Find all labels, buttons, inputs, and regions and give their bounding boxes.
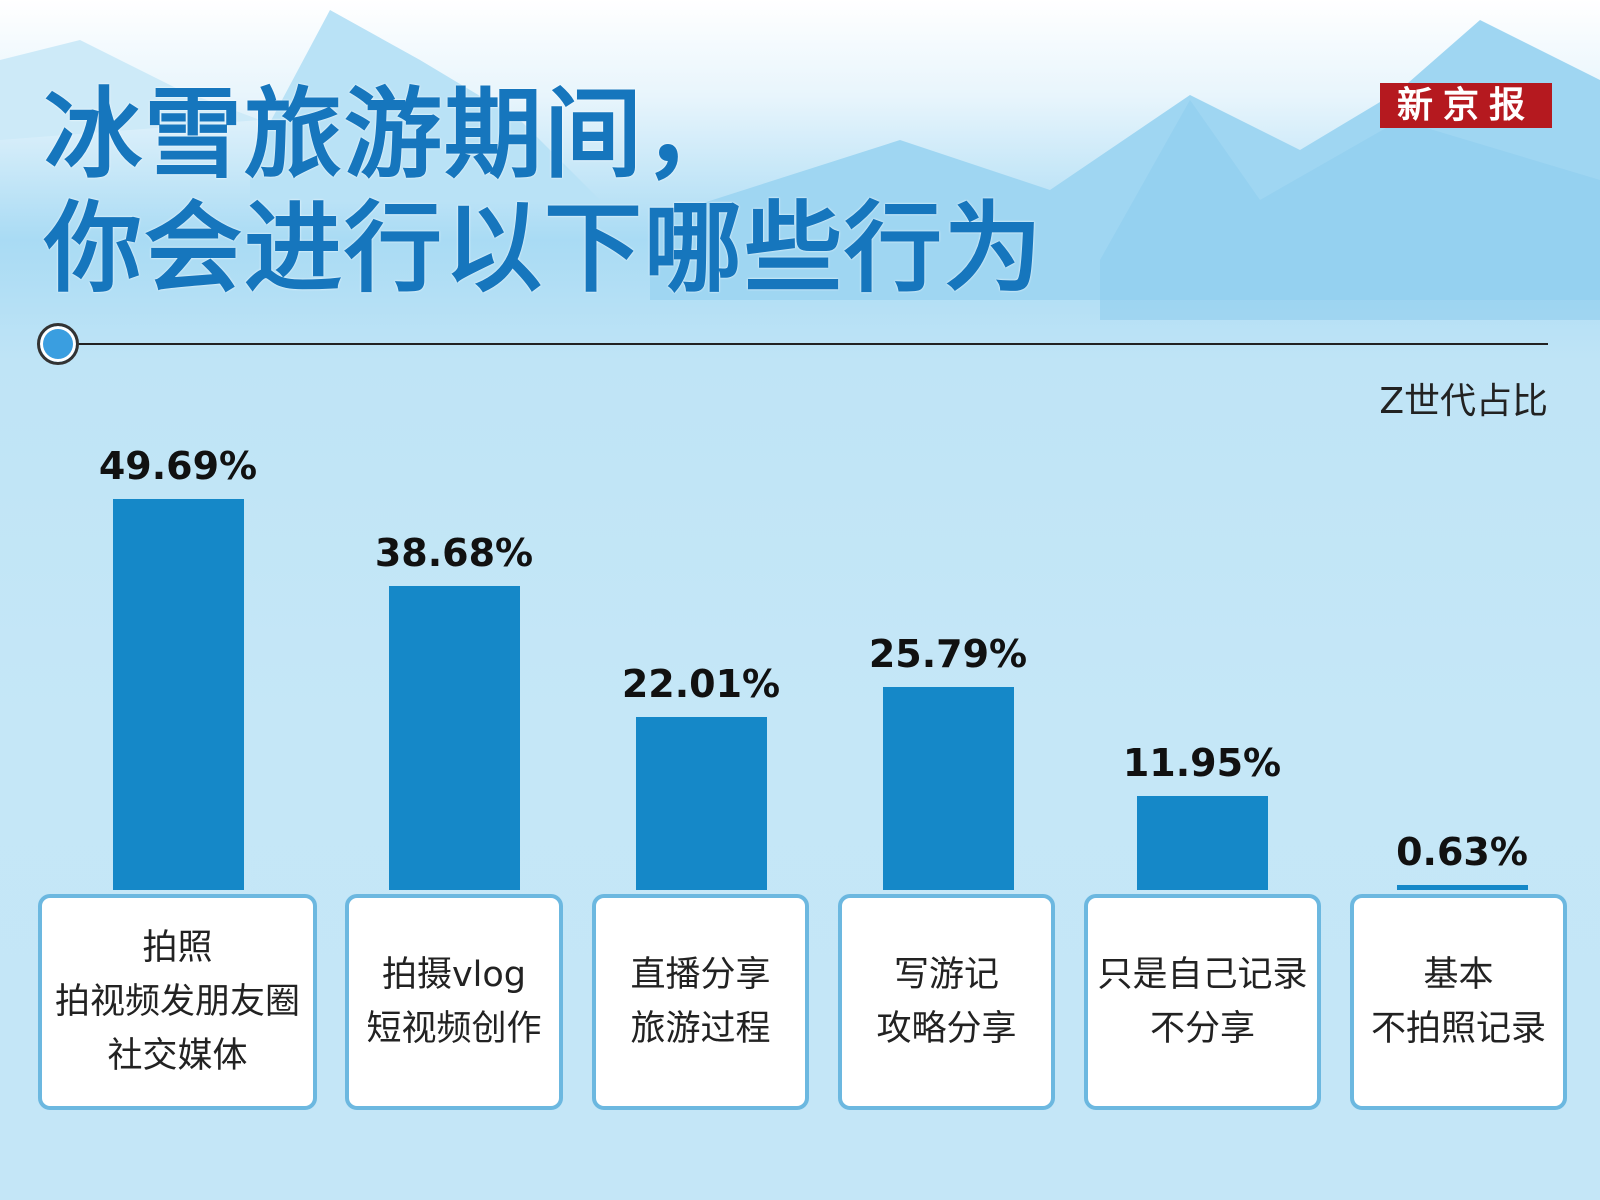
bar: [1136, 795, 1268, 890]
category-label-line: 只是自己记录: [1097, 955, 1308, 995]
data-label: 11.95%: [1122, 740, 1282, 785]
title-line-2: 你会进行以下哪些行为: [44, 192, 1045, 306]
title-line-1: 冰雪旅游期间，: [44, 78, 745, 192]
bar: [112, 498, 244, 890]
category-label-line: 不拍照记录: [1370, 1009, 1546, 1049]
category-label-box: 直播分享 旅游过程: [592, 894, 809, 1110]
data-label: 38.68%: [374, 530, 534, 575]
category-label-line: 拍摄vlog: [381, 955, 527, 995]
legend-label: Z世代占比: [1379, 381, 1548, 422]
bar: [1396, 885, 1528, 890]
category-label-line: 写游记: [893, 955, 999, 995]
data-label: 25.79%: [868, 632, 1028, 677]
category-label-line: 社交媒体: [107, 1036, 248, 1076]
bar: [388, 585, 520, 890]
mountain-background: [0, 10, 1600, 320]
category-label-box: 拍照拍视频发朋友圈 社交媒体: [38, 894, 317, 1110]
category-label-line: 基本: [1423, 955, 1494, 995]
category-label-box: 拍摄vlog 短视频创作: [345, 894, 563, 1110]
category-label-line: 拍视频发朋友圈: [54, 982, 300, 1022]
xinjingbao-logo: 新京报: [1380, 83, 1552, 128]
bullet-dot-icon: [37, 323, 79, 365]
data-label: 22.01%: [621, 661, 781, 706]
category-label-line: 攻略分享: [876, 1009, 1017, 1049]
category-label-box: 基本 不拍照记录: [1350, 894, 1567, 1110]
category-label-line: 不分享: [1149, 1009, 1255, 1049]
category-label-line: 旅游过程: [630, 1009, 771, 1049]
category-label-line: 短视频创作: [366, 1009, 542, 1049]
bar: [882, 687, 1014, 890]
data-label: 0.63%: [1396, 830, 1528, 874]
data-label: 49.69%: [98, 443, 258, 488]
bar: [635, 716, 767, 890]
category-label-box: 写游记 攻略分享: [838, 894, 1055, 1110]
category-label-line: 拍照: [142, 928, 213, 968]
category-label-box: 只是自己记录 不分享: [1084, 894, 1321, 1110]
category-label-line: 直播分享: [630, 955, 771, 995]
divider-line: [58, 343, 1548, 345]
